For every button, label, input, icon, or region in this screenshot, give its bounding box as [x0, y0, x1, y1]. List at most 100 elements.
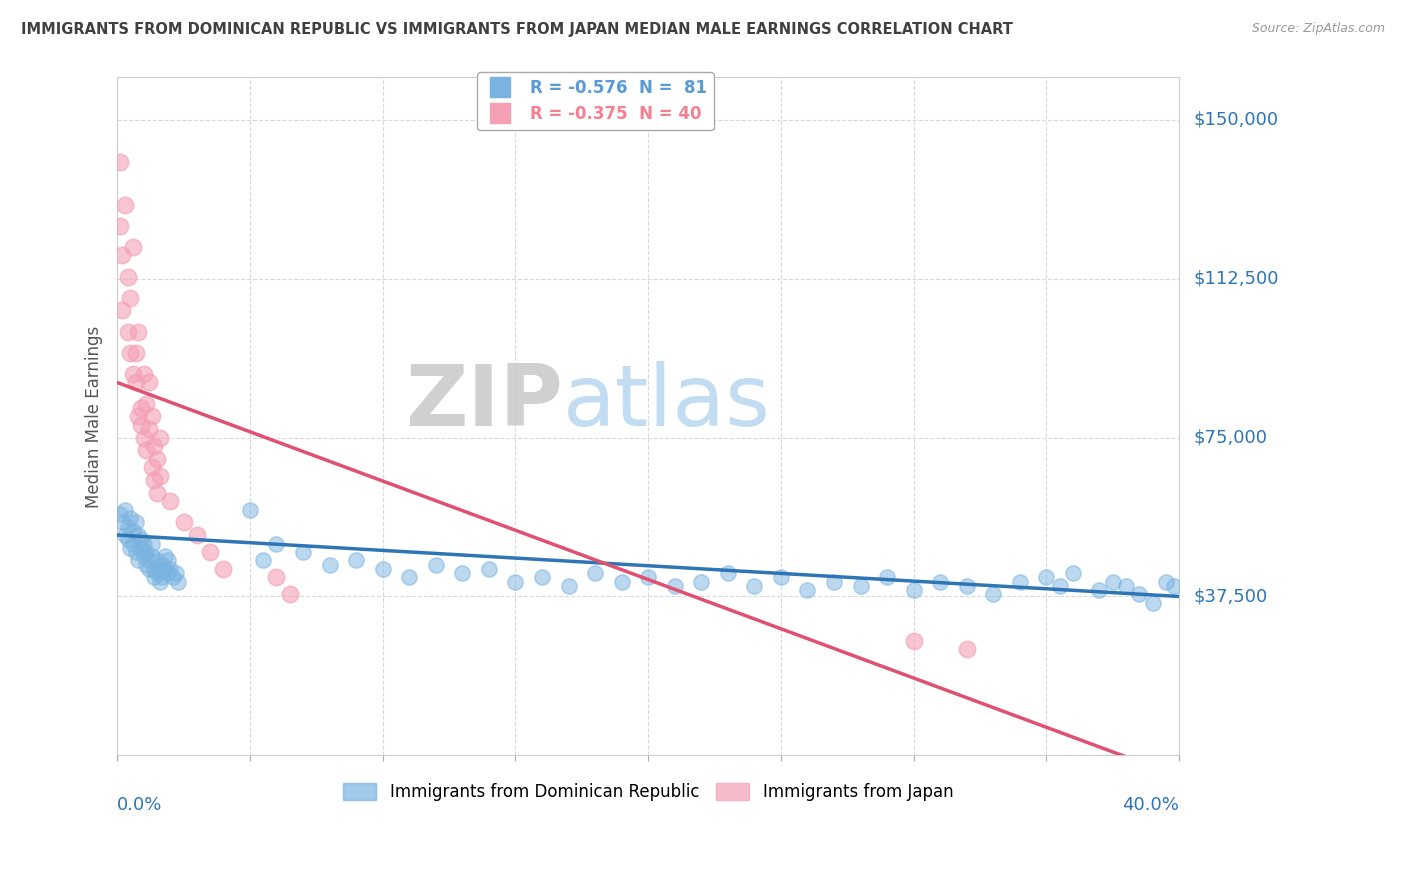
Point [1035, 570, 1057, 584]
Point [186, 528, 208, 542]
Point [159, 494, 181, 508]
Point [129, 417, 152, 432]
Point [849, 579, 872, 593]
Point [138, 553, 160, 567]
Point [122, 367, 145, 381]
Legend: Immigrants from Dominican Republic, Immigrants from Japan: Immigrants from Dominican Republic, Immi… [336, 777, 960, 808]
Point [111, 303, 134, 318]
Point [637, 570, 659, 584]
Point [318, 558, 340, 572]
Point [141, 409, 163, 424]
Point [122, 240, 145, 254]
Point [108, 155, 131, 169]
Point [165, 566, 187, 581]
Point [129, 401, 152, 415]
Point [122, 536, 145, 550]
Point [114, 528, 136, 542]
Point [120, 511, 142, 525]
Point [135, 545, 157, 559]
Text: 0.0%: 0.0% [117, 796, 163, 814]
Point [143, 473, 166, 487]
Point [122, 524, 145, 538]
Point [156, 566, 179, 581]
Point [153, 562, 176, 576]
Point [150, 558, 173, 572]
Point [252, 553, 274, 567]
Point [344, 553, 367, 567]
Text: 40.0%: 40.0% [1122, 796, 1180, 814]
Point [292, 545, 315, 559]
Point [132, 367, 155, 381]
Point [769, 570, 792, 584]
Point [451, 566, 474, 581]
Point [125, 376, 148, 390]
Point [823, 574, 845, 589]
Point [132, 431, 155, 445]
Text: $37,500: $37,500 [1194, 588, 1267, 606]
Point [956, 579, 979, 593]
Point [120, 541, 142, 555]
Point [557, 579, 579, 593]
Point [903, 583, 925, 598]
Point [167, 574, 190, 589]
Point [135, 443, 157, 458]
Point [278, 587, 301, 601]
Point [117, 325, 139, 339]
Point [149, 431, 172, 445]
Point [150, 570, 173, 584]
Point [610, 574, 633, 589]
Point [690, 574, 713, 589]
Text: $112,500: $112,500 [1194, 269, 1278, 288]
Point [1049, 579, 1071, 593]
Point [162, 570, 184, 584]
Point [117, 519, 139, 533]
Point [1154, 574, 1177, 589]
Point [127, 409, 149, 424]
Point [143, 570, 166, 584]
Point [153, 549, 176, 564]
Point [120, 291, 142, 305]
Point [127, 528, 149, 542]
Point [129, 533, 152, 547]
Point [156, 553, 179, 567]
Point [1008, 574, 1031, 589]
Point [212, 562, 235, 576]
Text: $150,000: $150,000 [1194, 111, 1278, 128]
Y-axis label: Median Male Earnings: Median Male Earnings [86, 326, 103, 508]
Point [717, 566, 740, 581]
Point [478, 562, 501, 576]
Point [425, 558, 447, 572]
Point [505, 574, 527, 589]
Point [956, 642, 979, 657]
Point [173, 516, 195, 530]
Point [141, 536, 163, 550]
Point [117, 269, 139, 284]
Point [583, 566, 606, 581]
Point [744, 579, 766, 593]
Point [125, 346, 148, 360]
Point [111, 248, 134, 262]
Point [1142, 596, 1164, 610]
Point [138, 376, 160, 390]
Point [1062, 566, 1084, 581]
Point [143, 562, 166, 576]
Point [1101, 574, 1123, 589]
Point [266, 570, 288, 584]
Point [149, 468, 172, 483]
Text: atlas: atlas [564, 361, 772, 444]
Point [120, 346, 142, 360]
Point [141, 460, 163, 475]
Point [146, 566, 169, 581]
Point [530, 570, 553, 584]
Point [111, 516, 134, 530]
Point [198, 545, 221, 559]
Point [143, 439, 166, 453]
Point [135, 397, 157, 411]
Point [903, 634, 925, 648]
Text: IMMIGRANTS FROM DOMINICAN REPUBLIC VS IMMIGRANTS FROM JAPAN MEDIAN MALE EARNINGS: IMMIGRANTS FROM DOMINICAN REPUBLIC VS IM… [21, 22, 1012, 37]
Point [127, 325, 149, 339]
Point [146, 553, 169, 567]
Point [1088, 583, 1111, 598]
Point [114, 197, 136, 211]
Point [371, 562, 394, 576]
